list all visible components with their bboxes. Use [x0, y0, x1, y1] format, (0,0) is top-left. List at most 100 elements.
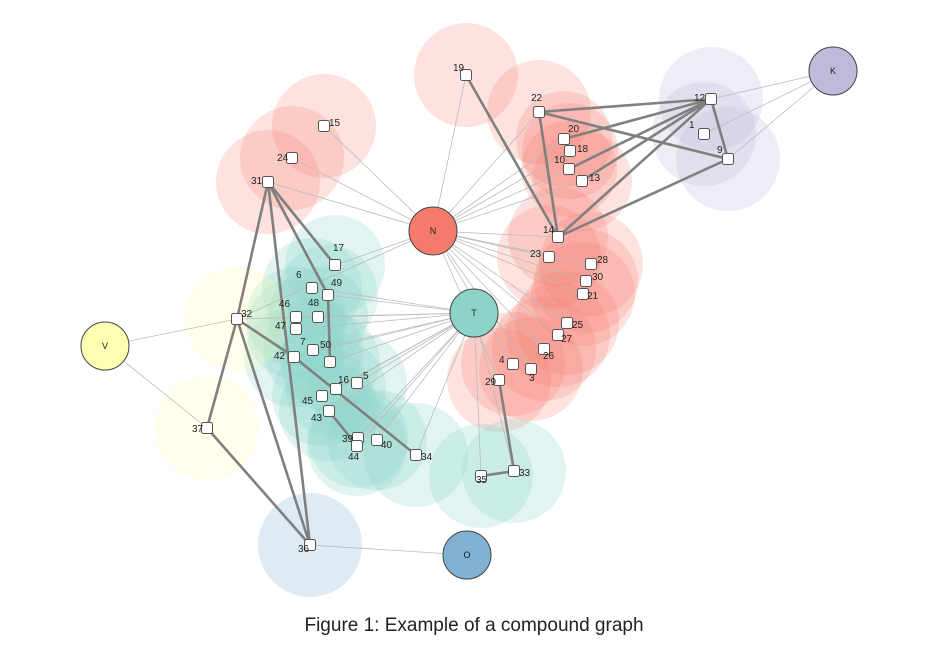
thin-edge [295, 312, 475, 330]
node-48[interactable] [312, 311, 324, 323]
node-1[interactable] [698, 128, 710, 140]
thin-edge [236, 230, 434, 320]
node-32[interactable] [231, 313, 243, 325]
thick-edge [293, 355, 417, 457]
node-43[interactable] [323, 405, 335, 417]
node-31[interactable] [262, 176, 274, 188]
thick-edge [568, 97, 712, 171]
node-21-label: 21 [587, 291, 599, 302]
node-35-label: 35 [476, 475, 488, 486]
node-33-label: 33 [519, 468, 531, 479]
thin-edge [236, 312, 475, 320]
node-15[interactable] [318, 120, 330, 132]
node-15-label: 15 [329, 118, 341, 129]
thick-edge [266, 181, 330, 296]
thick-edge [563, 97, 712, 141]
node-50[interactable] [324, 356, 336, 368]
thin-edge [327, 294, 475, 314]
node-7[interactable] [307, 344, 319, 356]
node-3[interactable] [525, 363, 537, 375]
thin-edge [432, 230, 587, 282]
thin-edge [309, 544, 468, 556]
node-46[interactable] [290, 311, 302, 323]
thin-edge [293, 312, 475, 358]
node-18[interactable] [564, 145, 576, 157]
thick-edge [206, 427, 311, 546]
thin-edge [473, 312, 482, 477]
node-37[interactable] [201, 422, 213, 434]
thick-edge [464, 74, 560, 238]
node-10[interactable] [563, 163, 575, 175]
node-21[interactable] [577, 288, 589, 300]
node-29[interactable] [493, 374, 505, 386]
hub-t-label: T [471, 308, 477, 318]
node-24-label: 24 [277, 153, 289, 164]
node-12-label: 12 [694, 93, 706, 104]
node-12[interactable] [705, 93, 717, 105]
node-30[interactable] [580, 275, 592, 287]
node-19-label: 19 [453, 63, 465, 74]
node-22[interactable] [533, 106, 545, 118]
node-40[interactable] [371, 434, 383, 446]
hub-v-label: V [102, 341, 108, 351]
hub-o[interactable] [442, 530, 492, 580]
node-5[interactable] [351, 377, 363, 389]
node-9[interactable] [722, 153, 734, 165]
thin-edge [311, 287, 475, 314]
thick-edge [538, 97, 712, 114]
node-20-label: 20 [568, 124, 580, 135]
node-6-label: 6 [296, 270, 302, 281]
hub-k[interactable] [808, 46, 858, 96]
thick-edge [497, 379, 516, 472]
node-31-label: 31 [251, 176, 263, 187]
thin-edge [376, 312, 475, 441]
thin-edge [267, 181, 434, 232]
thin-edge [357, 312, 475, 439]
node-22-label: 22 [531, 93, 543, 104]
node-13[interactable] [576, 175, 588, 187]
node-10-label: 10 [554, 155, 566, 166]
node-45[interactable] [316, 390, 328, 402]
thin-edge [432, 230, 592, 265]
node-45-label: 45 [302, 396, 314, 407]
node-28-label: 28 [597, 255, 609, 266]
node-13-label: 13 [589, 173, 601, 184]
thin-edge [432, 230, 545, 350]
node-42[interactable] [288, 351, 300, 363]
node-25[interactable] [561, 317, 573, 329]
node-24[interactable] [286, 152, 298, 164]
node-27[interactable] [552, 329, 564, 341]
graph-nodes: 1345679101213141516171819202122232425262… [192, 63, 734, 555]
node-35[interactable] [475, 470, 487, 482]
thin-edge [321, 312, 475, 397]
node-26-label: 26 [543, 351, 555, 362]
node-36[interactable] [304, 539, 316, 551]
node-14[interactable] [552, 231, 564, 243]
thin-edge [432, 111, 540, 232]
node-6[interactable] [306, 282, 318, 294]
node-20[interactable] [558, 133, 570, 145]
node-3-label: 3 [529, 373, 535, 384]
hub-n[interactable] [408, 206, 458, 256]
node-28[interactable] [585, 258, 597, 270]
node-27-label: 27 [561, 334, 573, 345]
node-44[interactable] [351, 440, 363, 452]
thin-edge [432, 230, 584, 295]
node-26[interactable] [538, 343, 550, 355]
node-17[interactable] [329, 259, 341, 271]
node-43-label: 43 [311, 413, 323, 424]
node-4[interactable] [507, 358, 519, 370]
node-18-label: 18 [577, 144, 589, 155]
hub-v[interactable] [80, 321, 130, 371]
node-34[interactable] [410, 449, 422, 461]
node-23[interactable] [543, 251, 555, 263]
node-49[interactable] [322, 289, 334, 301]
node-16[interactable] [330, 383, 342, 395]
node-49-label: 49 [331, 278, 343, 289]
node-19[interactable] [460, 69, 472, 81]
hub-t[interactable] [449, 288, 499, 338]
thin-edge [432, 180, 583, 232]
node-33[interactable] [508, 465, 520, 477]
node-47[interactable] [290, 323, 302, 335]
thick-edge [557, 98, 712, 238]
